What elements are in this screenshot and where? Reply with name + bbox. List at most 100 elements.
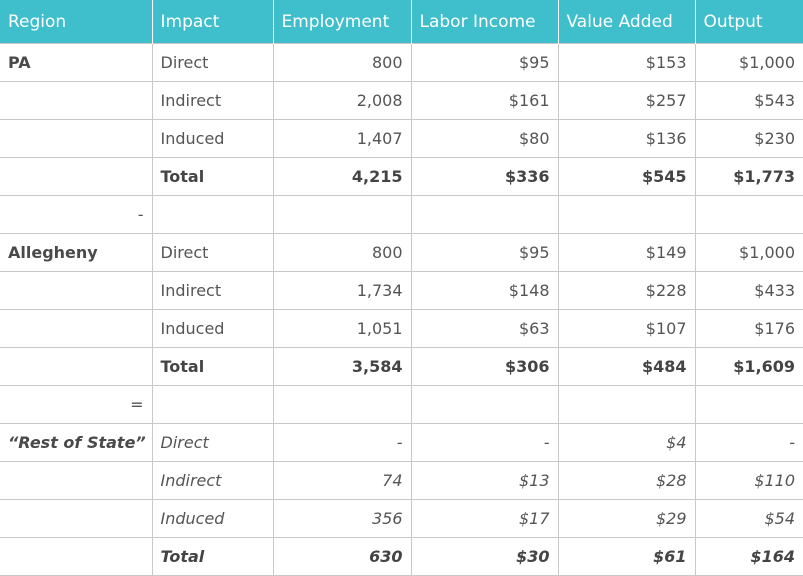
region-cell xyxy=(0,271,153,310)
table-row: Indirect 2,008 $161 $257 $543 xyxy=(0,81,803,120)
value-added-cell: $29 xyxy=(557,499,696,538)
employment-cell: 3,584 xyxy=(272,347,412,386)
total-row: Total 630 $30 $61 $164 xyxy=(0,537,803,576)
value-added-cell: $545 xyxy=(557,157,696,196)
labor-income-cell xyxy=(410,385,559,424)
labor-income-cell: $13 xyxy=(410,461,559,500)
output-cell: $433 xyxy=(694,271,803,310)
value-added-cell: $153 xyxy=(557,43,696,82)
output-cell: $164 xyxy=(694,537,803,576)
output-cell: $230 xyxy=(694,119,803,158)
value-added-cell: $28 xyxy=(557,461,696,500)
impact-cell: Induced xyxy=(151,119,274,158)
column-header-output: Output xyxy=(695,0,803,44)
column-header-region: Region xyxy=(0,0,153,44)
impact-cell: Direct xyxy=(151,423,274,462)
impact-cell xyxy=(151,385,274,424)
table-row: Allegheny Direct 800 $95 $149 $1,000 xyxy=(0,233,803,272)
region-cell xyxy=(0,347,153,386)
output-cell: $176 xyxy=(694,309,803,348)
employment-cell: 1,051 xyxy=(272,309,412,348)
employment-cell: 2,008 xyxy=(272,81,412,120)
employment-cell: 4,215 xyxy=(272,157,412,196)
employment-cell: 1,734 xyxy=(272,271,412,310)
table-row: “Rest of State” Direct - - $4 - xyxy=(0,423,803,462)
value-added-cell xyxy=(557,385,696,424)
labor-income-cell: $95 xyxy=(410,43,559,82)
labor-income-cell: $148 xyxy=(410,271,559,310)
impact-cell: Indirect xyxy=(151,461,274,500)
labor-income-cell: $306 xyxy=(410,347,559,386)
impact-cell: Indirect xyxy=(151,81,274,120)
output-cell: $1,609 xyxy=(694,347,803,386)
table-row: Induced 1,051 $63 $107 $176 xyxy=(0,309,803,348)
employment-cell: 74 xyxy=(272,461,412,500)
impact-cell: Indirect xyxy=(151,271,274,310)
region-cell xyxy=(0,157,153,196)
value-added-cell: $149 xyxy=(557,233,696,272)
labor-income-cell: $63 xyxy=(410,309,559,348)
output-cell: $1,000 xyxy=(694,43,803,82)
output-cell: $110 xyxy=(694,461,803,500)
impact-cell: Direct xyxy=(151,233,274,272)
region-cell xyxy=(0,499,153,538)
column-header-value-added: Value Added xyxy=(558,0,696,44)
output-cell: $543 xyxy=(694,81,803,120)
labor-income-cell: $161 xyxy=(410,81,559,120)
employment-cell: 356 xyxy=(272,499,412,538)
table-row: Indirect 74 $13 $28 $110 xyxy=(0,461,803,500)
region-cell xyxy=(0,461,153,500)
region-cell: “Rest of State” xyxy=(0,423,153,462)
impact-cell: Induced xyxy=(151,309,274,348)
separator-row: - xyxy=(0,195,803,234)
output-cell: $54 xyxy=(694,499,803,538)
impact-cell: Direct xyxy=(151,43,274,82)
labor-income-cell: $30 xyxy=(410,537,559,576)
output-cell: - xyxy=(694,423,803,462)
region-cell xyxy=(0,119,153,158)
table-row: Induced 1,407 $80 $136 $230 xyxy=(0,119,803,158)
impact-cell: Total xyxy=(151,537,274,576)
output-cell: $1,000 xyxy=(694,233,803,272)
impact-cell: Induced xyxy=(151,499,274,538)
value-added-cell: $4 xyxy=(557,423,696,462)
impact-cell: Total xyxy=(151,157,274,196)
labor-income-cell: $17 xyxy=(410,499,559,538)
employment-cell: 800 xyxy=(272,43,412,82)
table-row: Indirect 1,734 $148 $228 $433 xyxy=(0,271,803,310)
impact-cell xyxy=(151,195,274,234)
impact-cell: Total xyxy=(151,347,274,386)
value-added-cell: $228 xyxy=(557,271,696,310)
separator-row: = xyxy=(0,385,803,424)
column-header-employment: Employment xyxy=(273,0,412,44)
region-cell: PA xyxy=(0,43,153,82)
employment-cell: 1,407 xyxy=(272,119,412,158)
labor-income-cell: $336 xyxy=(410,157,559,196)
table-row: Induced 356 $17 $29 $54 xyxy=(0,499,803,538)
labor-income-cell: - xyxy=(410,423,559,462)
employment-cell: - xyxy=(272,423,412,462)
value-added-cell: $257 xyxy=(557,81,696,120)
value-added-cell: $107 xyxy=(557,309,696,348)
employment-cell xyxy=(272,195,412,234)
region-cell: Allegheny xyxy=(0,233,153,272)
table-row: PA Direct 800 $95 $153 $1,000 xyxy=(0,43,803,82)
value-added-cell: $61 xyxy=(557,537,696,576)
labor-income-cell: $95 xyxy=(410,233,559,272)
labor-income-cell xyxy=(410,195,559,234)
total-row: Total 3,584 $306 $484 $1,609 xyxy=(0,347,803,386)
output-cell xyxy=(694,385,803,424)
output-cell xyxy=(694,195,803,234)
value-added-cell: $484 xyxy=(557,347,696,386)
output-cell: $1,773 xyxy=(694,157,803,196)
value-added-cell xyxy=(557,195,696,234)
region-cell xyxy=(0,309,153,348)
value-added-cell: $136 xyxy=(557,119,696,158)
employment-cell: 800 xyxy=(272,233,412,272)
region-cell xyxy=(0,537,153,576)
header-row: Region Impact Employment Labor Income Va… xyxy=(0,0,803,44)
separator-cell: - xyxy=(0,195,153,234)
employment-cell xyxy=(272,385,412,424)
column-header-impact: Impact xyxy=(152,0,274,44)
